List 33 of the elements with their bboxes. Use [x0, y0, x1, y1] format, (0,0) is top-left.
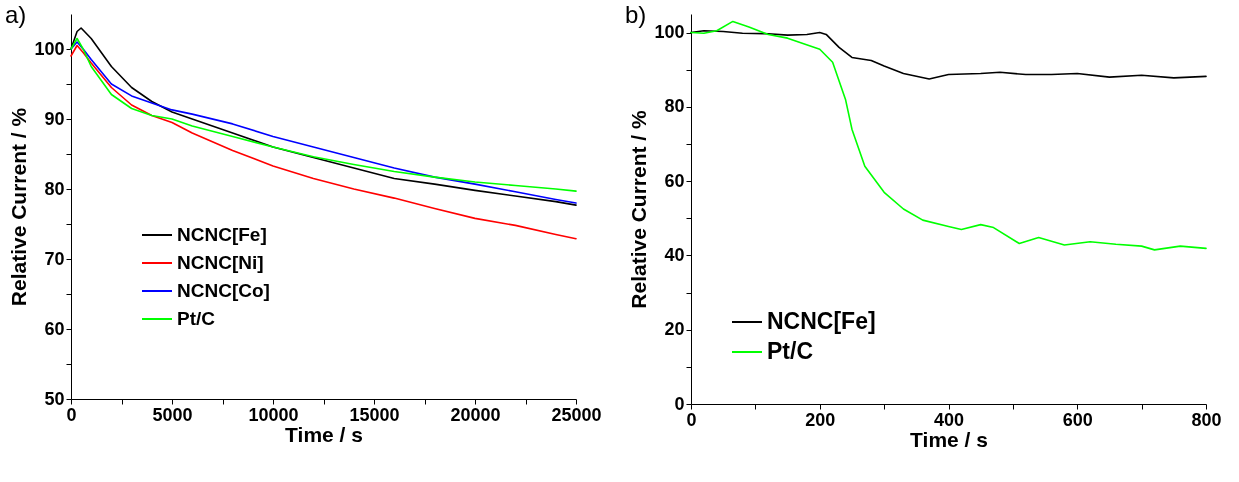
y-tick-label: 50 [44, 388, 65, 409]
legend-label: NCNC[Fe] [767, 308, 876, 334]
x-tick-label: 600 [1062, 409, 1093, 430]
legend-label: NCNC[Co] [177, 280, 270, 301]
y-tick-label: 40 [664, 244, 685, 265]
x-tick-label: 200 [805, 409, 836, 430]
y-tick-label: 20 [664, 319, 685, 340]
x-tick-label: 400 [933, 409, 965, 430]
x-tick-label: 5000 [152, 404, 193, 425]
y-axis-title: Relative Current / % [7, 107, 31, 307]
legend-label: NCNC[Ni] [177, 252, 264, 273]
legend-label: Pt/C [177, 308, 216, 329]
legend-label: NCNC[Fe] [177, 224, 267, 245]
y-tick-label: 80 [664, 96, 685, 117]
y-tick-label: 100 [654, 22, 685, 43]
x-tick-label: 20000 [450, 404, 501, 425]
y-tick-label: 70 [44, 248, 65, 269]
y-tick-label: 60 [44, 318, 65, 339]
x-tick-label: 15000 [349, 404, 400, 425]
y-tick-label: 100 [34, 38, 65, 59]
x-tick-label: 800 [1191, 409, 1222, 430]
line-series [690, 20, 1207, 251]
y-tick-label: 90 [44, 108, 65, 129]
x-axis-title: Time / s [285, 422, 363, 446]
chart-title: b) [624, 1, 647, 28]
y-tick-label: 80 [44, 178, 65, 199]
x-tick-label: 25000 [551, 404, 602, 425]
legend-label: Pt/C [767, 338, 813, 364]
y-tick-label: 60 [664, 170, 685, 191]
x-axis-title: Time / s [910, 427, 988, 451]
chart-title: a) [4, 1, 27, 28]
x-tick-label: 10000 [248, 404, 299, 425]
y-axis-title: Relative Current / % [627, 109, 651, 309]
